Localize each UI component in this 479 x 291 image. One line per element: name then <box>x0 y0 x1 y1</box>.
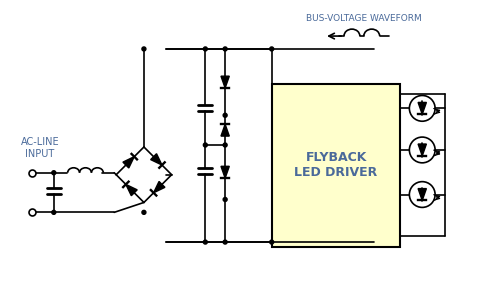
Polygon shape <box>221 166 229 178</box>
Circle shape <box>223 113 227 117</box>
Text: BUS-VOLTAGE WAVEFORM: BUS-VOLTAGE WAVEFORM <box>306 14 422 23</box>
Polygon shape <box>418 102 426 114</box>
Circle shape <box>52 171 56 175</box>
FancyBboxPatch shape <box>272 84 400 247</box>
Circle shape <box>52 210 56 214</box>
Circle shape <box>223 143 227 147</box>
Circle shape <box>142 47 146 51</box>
Circle shape <box>270 47 274 51</box>
Polygon shape <box>126 184 137 196</box>
Polygon shape <box>154 182 165 193</box>
Circle shape <box>204 47 207 51</box>
Circle shape <box>204 143 207 147</box>
Circle shape <box>223 198 227 201</box>
Polygon shape <box>221 124 229 136</box>
Polygon shape <box>123 157 134 168</box>
Circle shape <box>204 240 207 244</box>
Text: AC-LINE
INPUT: AC-LINE INPUT <box>21 137 59 159</box>
Circle shape <box>270 240 274 244</box>
Polygon shape <box>221 76 229 88</box>
Polygon shape <box>150 154 162 165</box>
Text: FLYBACK
LED DRIVER: FLYBACK LED DRIVER <box>295 151 378 179</box>
Polygon shape <box>418 189 426 200</box>
Circle shape <box>223 47 227 51</box>
Circle shape <box>223 240 227 244</box>
Polygon shape <box>418 144 426 156</box>
Circle shape <box>142 210 146 214</box>
